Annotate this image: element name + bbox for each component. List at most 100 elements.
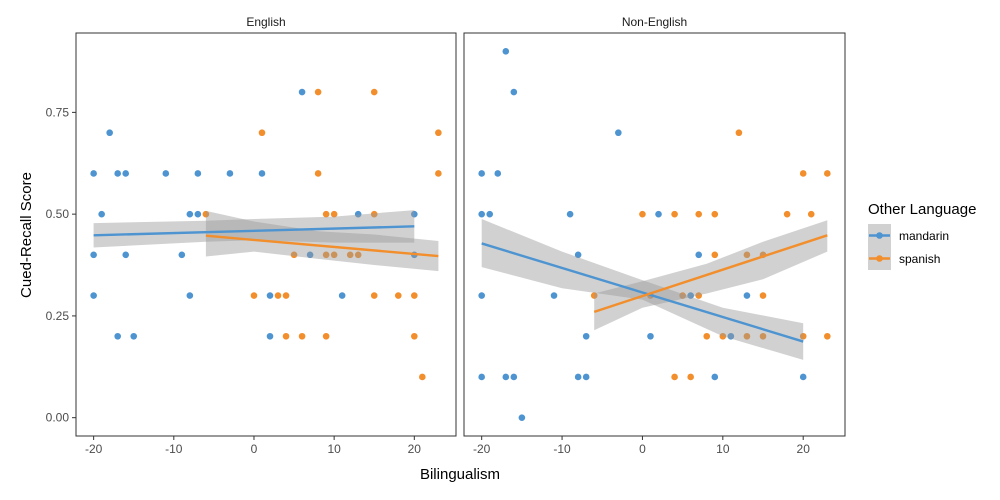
data-point-mandarin: [510, 88, 518, 96]
y-axis-title: Cued-Recall Score: [18, 172, 35, 298]
data-point-spanish: [671, 373, 678, 381]
data-point-mandarin: [130, 332, 138, 340]
data-point-mandarin: [550, 292, 558, 299]
facet-strip: [76, 11, 456, 33]
data-point-mandarin: [122, 251, 130, 259]
confidence-band-spanish: [205, 210, 439, 272]
data-point-mandarin: [695, 251, 703, 259]
data-point-mandarin: [106, 129, 113, 137]
data-point-mandarin: [655, 210, 662, 218]
data-point-spanish: [799, 332, 807, 340]
x-axis-title: Bilingualism: [420, 466, 500, 483]
data-point-mandarin: [162, 170, 170, 177]
data-point-spanish: [322, 332, 330, 340]
data-point-spanish: [258, 129, 266, 137]
data-point-spanish: [671, 210, 678, 218]
data-point-mandarin: [574, 251, 582, 259]
data-point-mandarin: [122, 170, 130, 177]
data-point-mandarin: [687, 292, 694, 299]
data-point-spanish: [807, 210, 815, 218]
legend: Other Language mandarin spanish: [868, 201, 976, 270]
data-point-spanish: [687, 373, 694, 381]
legend-item-spanish: spanish: [868, 247, 940, 270]
data-point-mandarin: [582, 332, 590, 340]
data-point-spanish: [711, 210, 719, 218]
data-point-spanish: [824, 170, 831, 177]
data-point-spanish: [590, 292, 598, 299]
data-point-spanish: [743, 332, 751, 340]
panel-border: [75, 32, 457, 437]
data-point-spanish: [419, 373, 426, 381]
data-point-spanish: [330, 251, 338, 259]
x-tick-label: -20: [473, 442, 491, 456]
confidence-band-mandarin: [481, 219, 804, 360]
data-point-mandarin: [258, 170, 266, 177]
data-point-spanish: [250, 292, 258, 299]
trend-line-mandarin: [93, 225, 415, 237]
data-point-spanish: [783, 210, 791, 218]
data-point-mandarin: [615, 129, 622, 137]
data-point-spanish: [695, 210, 703, 218]
data-point-mandarin: [90, 292, 97, 299]
data-point-mandarin: [98, 210, 105, 218]
x-tick-label: 10: [327, 442, 341, 456]
data-point-mandarin: [194, 210, 202, 218]
data-point-mandarin: [510, 373, 518, 381]
data-point-spanish: [298, 332, 306, 340]
data-point-mandarin: [298, 88, 306, 96]
data-point-spanish: [639, 210, 646, 218]
data-point-mandarin: [711, 373, 719, 381]
data-point-mandarin: [574, 373, 582, 381]
data-point-spanish: [290, 251, 298, 259]
y-tick-label: 0.50: [46, 207, 70, 221]
x-tick-label: 0: [251, 442, 258, 456]
data-point-spanish: [411, 292, 418, 299]
data-point-spanish: [679, 292, 686, 299]
data-point-mandarin: [478, 210, 485, 218]
data-point-mandarin: [114, 170, 121, 177]
panel-background: [464, 33, 845, 436]
data-point-spanish: [743, 251, 751, 259]
trend-line-spanish: [593, 234, 828, 313]
data-point-mandarin: [478, 170, 485, 177]
data-point-mandarin: [502, 373, 510, 381]
x-tick-label: 10: [716, 442, 730, 456]
data-point-spanish: [735, 129, 743, 137]
data-point-mandarin: [727, 332, 735, 340]
data-point-spanish: [703, 332, 711, 340]
panel-1: English -20 -10 0 10 20 0.00 0.25 0.50 0.75: [46, 11, 457, 456]
data-point-mandarin: [502, 48, 510, 55]
legend-label: mandarin: [899, 229, 949, 243]
data-point-mandarin: [338, 292, 346, 299]
data-point-spanish: [824, 332, 831, 340]
legend-items: mandarin spanish: [868, 224, 949, 270]
data-point-spanish: [322, 210, 330, 218]
y-tick-label: 0.00: [46, 411, 70, 425]
x-tick-label: 20: [408, 442, 422, 456]
data-point-mandarin: [186, 210, 194, 218]
data-point-spanish: [719, 332, 727, 340]
data-point-spanish: [435, 170, 442, 177]
data-point-mandarin: [114, 332, 121, 340]
data-point-mandarin: [90, 170, 97, 177]
facet-strip-label: English: [246, 15, 285, 29]
panels-layer: English -20 -10 0 10 20 0.00 0.25 0.50 0.75 Non-En…: [46, 11, 846, 456]
data-point-spanish: [330, 210, 338, 218]
x-tick-label: -20: [85, 442, 103, 456]
x-tick-label: 20: [797, 442, 811, 456]
data-point-mandarin: [266, 292, 274, 299]
y-tick-label: 0.75: [46, 105, 70, 119]
facet-strip: [464, 11, 845, 33]
data-point-mandarin: [186, 292, 194, 299]
data-point-mandarin: [478, 292, 485, 299]
y-tick-label: 0.25: [46, 309, 70, 323]
data-point-spanish: [282, 292, 290, 299]
trend-line-mandarin: [481, 242, 804, 343]
data-point-mandarin: [566, 210, 574, 218]
data-point-mandarin: [743, 292, 751, 299]
facet-strip-label: Non-English: [622, 15, 687, 29]
x-tick-label: -10: [553, 442, 571, 456]
data-point-spanish: [314, 88, 322, 96]
data-point-spanish: [799, 170, 807, 177]
